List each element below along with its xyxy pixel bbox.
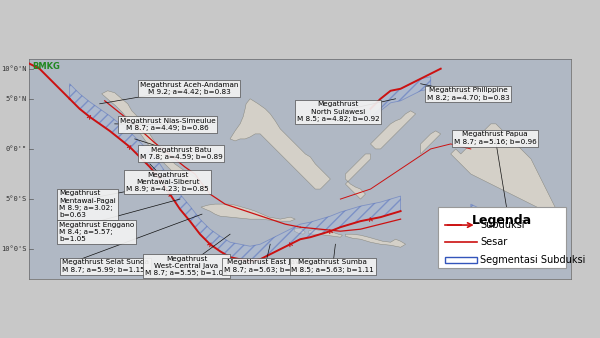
Polygon shape [451, 124, 556, 214]
Polygon shape [308, 229, 343, 237]
Text: BMKG: BMKG [32, 62, 61, 71]
Text: Megathrust
North Sulawesi
M 8.5; a=4.82; b=0.92: Megathrust North Sulawesi M 8.5; a=4.82;… [297, 101, 380, 122]
Text: Megathrust
Mentawai-Pagai
M 8.9; a=3.02;
b=0.63: Megathrust Mentawai-Pagai M 8.9; a=3.02;… [59, 190, 116, 218]
Text: Subduksi: Subduksi [481, 220, 525, 230]
Polygon shape [294, 228, 305, 234]
Text: Megathrust Batu
M 7.8; a=4.59; b=0.89: Megathrust Batu M 7.8; a=4.59; b=0.89 [140, 147, 223, 160]
Text: Megathrust Aceh-Andaman
M 9.2; a=4.42; b=0.83: Megathrust Aceh-Andaman M 9.2; a=4.42; b… [140, 82, 238, 95]
Polygon shape [101, 91, 208, 191]
Text: 10°0'N: 10°0'N [1, 66, 26, 72]
Polygon shape [421, 131, 441, 154]
Polygon shape [370, 111, 416, 149]
Text: Megathrust
Mentawai-Siberut
M 8.9; a=4.23; b=0.85: Megathrust Mentawai-Siberut M 8.9; a=4.2… [126, 172, 209, 192]
Text: Megathrust Enggano
M 8.4; a=5.57;
b=1.05: Megathrust Enggano M 8.4; a=5.57; b=1.05 [59, 222, 134, 242]
Polygon shape [230, 99, 331, 189]
Polygon shape [201, 204, 295, 221]
Text: Segmentasi Subduksi: Segmentasi Subduksi [481, 255, 586, 265]
Text: Megathrust Sumba
M 8.5; a=5.63; b=1.11: Megathrust Sumba M 8.5; a=5.63; b=1.11 [292, 260, 374, 273]
Text: Megathrust Papua
M 8.7; a=5.16; b=0.96: Megathrust Papua M 8.7; a=5.16; b=0.96 [454, 131, 536, 145]
Polygon shape [346, 234, 406, 247]
Text: Megathrust Selat Sunda
M 8.7; a=5.99; b=1.15: Megathrust Selat Sunda M 8.7; a=5.99; b=… [62, 260, 149, 273]
Text: 10°0'S: 10°0'S [1, 246, 26, 252]
Polygon shape [471, 204, 551, 259]
Text: 5°0'S: 5°0'S [5, 196, 26, 202]
Polygon shape [346, 154, 370, 199]
Text: Megathrust Nias-Simeulue
M 8.7; a=4.49; b=0.86: Megathrust Nias-Simeulue M 8.7; a=4.49; … [120, 118, 215, 131]
Bar [445, 257, 476, 263]
Text: Legenda: Legenda [472, 214, 532, 227]
Text: Megathrust
West-Central Java
M 8.7; a=5.55; b=1.08: Megathrust West-Central Java M 8.7; a=5.… [145, 256, 228, 276]
Text: Sesar: Sesar [481, 237, 508, 247]
Text: 0°0'": 0°0'" [5, 146, 26, 152]
Polygon shape [70, 84, 401, 261]
Polygon shape [370, 77, 431, 121]
Text: 5°0'N: 5°0'N [5, 96, 26, 102]
FancyBboxPatch shape [439, 207, 566, 268]
Text: Megathrust Philippine
M 8.2; a=4.70; b=0.83: Megathrust Philippine M 8.2; a=4.70; b=0… [427, 87, 509, 101]
Text: Megathrust East Java
M 8.7; a=5.63; b=1.08: Megathrust East Java M 8.7; a=5.63; b=1.… [224, 260, 307, 273]
